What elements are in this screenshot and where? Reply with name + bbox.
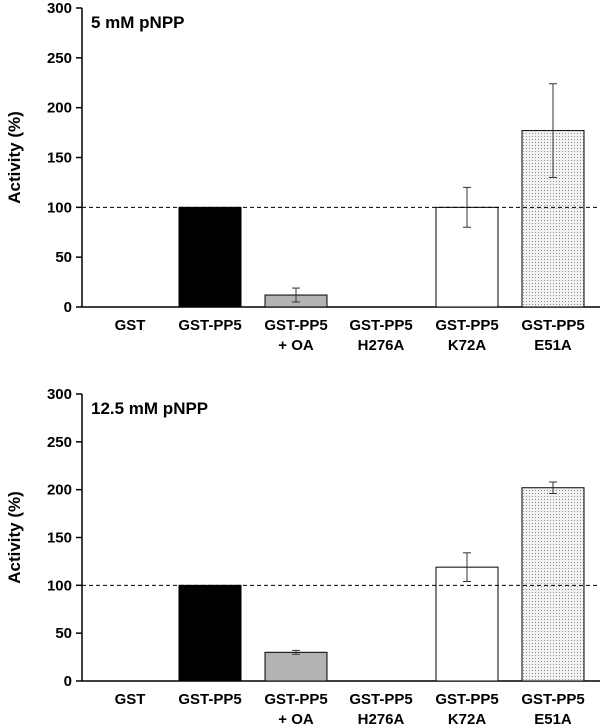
category-label: GST-PP5 [435,317,498,334]
category-label: GST-PP5 [521,317,584,334]
y-tick-label: 150 [47,530,72,547]
bar-3 [264,651,328,682]
panel-2: 0 50 100 150 200 250 300 Activity (%) 12.5 mM pN… [5,386,600,727]
category-label: H276A [358,711,405,727]
category-label: GST-PP5 [349,691,412,708]
category-label: GST-PP5 [521,691,584,708]
bar-5 [435,566,499,682]
panel-title: 5 mM pNPP [91,13,185,32]
panel-title: 12.5 mM pNPP [91,399,208,418]
y-tick-label: 150 [47,150,72,167]
category-label: GST [115,317,146,334]
y-tick-label: 300 [47,386,72,403]
y-tick-label: 50 [55,249,72,266]
y-tick-label: 200 [47,100,72,117]
category-label: GST-PP5 [264,691,327,708]
y-tick-label: 100 [47,199,72,216]
y-tick-label: 250 [47,50,72,67]
category-label: GST-PP5 [178,317,241,334]
y-axis-title: Activity (%) [5,111,24,204]
category-label: GST-PP5 [349,317,412,334]
category-label: K72A [448,711,487,727]
y-tick-label: 100 [47,577,72,594]
category-label: GST-PP5 [178,691,241,708]
y-tick-label: 0 [64,673,72,690]
bar-2 [178,584,242,682]
panel-1: 0 50 100 150 200 250 300 Activity (%) 5 mM pNPP G… [5,0,600,354]
category-label: + OA [278,337,314,354]
category-label: GST-PP5 [264,317,327,334]
y-tick-label: 250 [47,434,72,451]
bar-6 [521,487,585,682]
category-label: GST [115,691,146,708]
y-tick-label: 300 [47,0,72,17]
category-label: K72A [448,337,487,354]
category-label: E51A [534,337,572,354]
y-tick-label: 50 [55,625,72,642]
category-label: H276A [358,337,405,354]
y-tick-label: 0 [64,299,72,316]
category-label: + OA [278,711,314,727]
y-tick-label: 200 [47,482,72,499]
bar-2 [178,206,242,308]
category-label: E51A [534,711,572,727]
y-axis-title: Activity (%) [5,491,24,584]
category-label: GST-PP5 [435,691,498,708]
